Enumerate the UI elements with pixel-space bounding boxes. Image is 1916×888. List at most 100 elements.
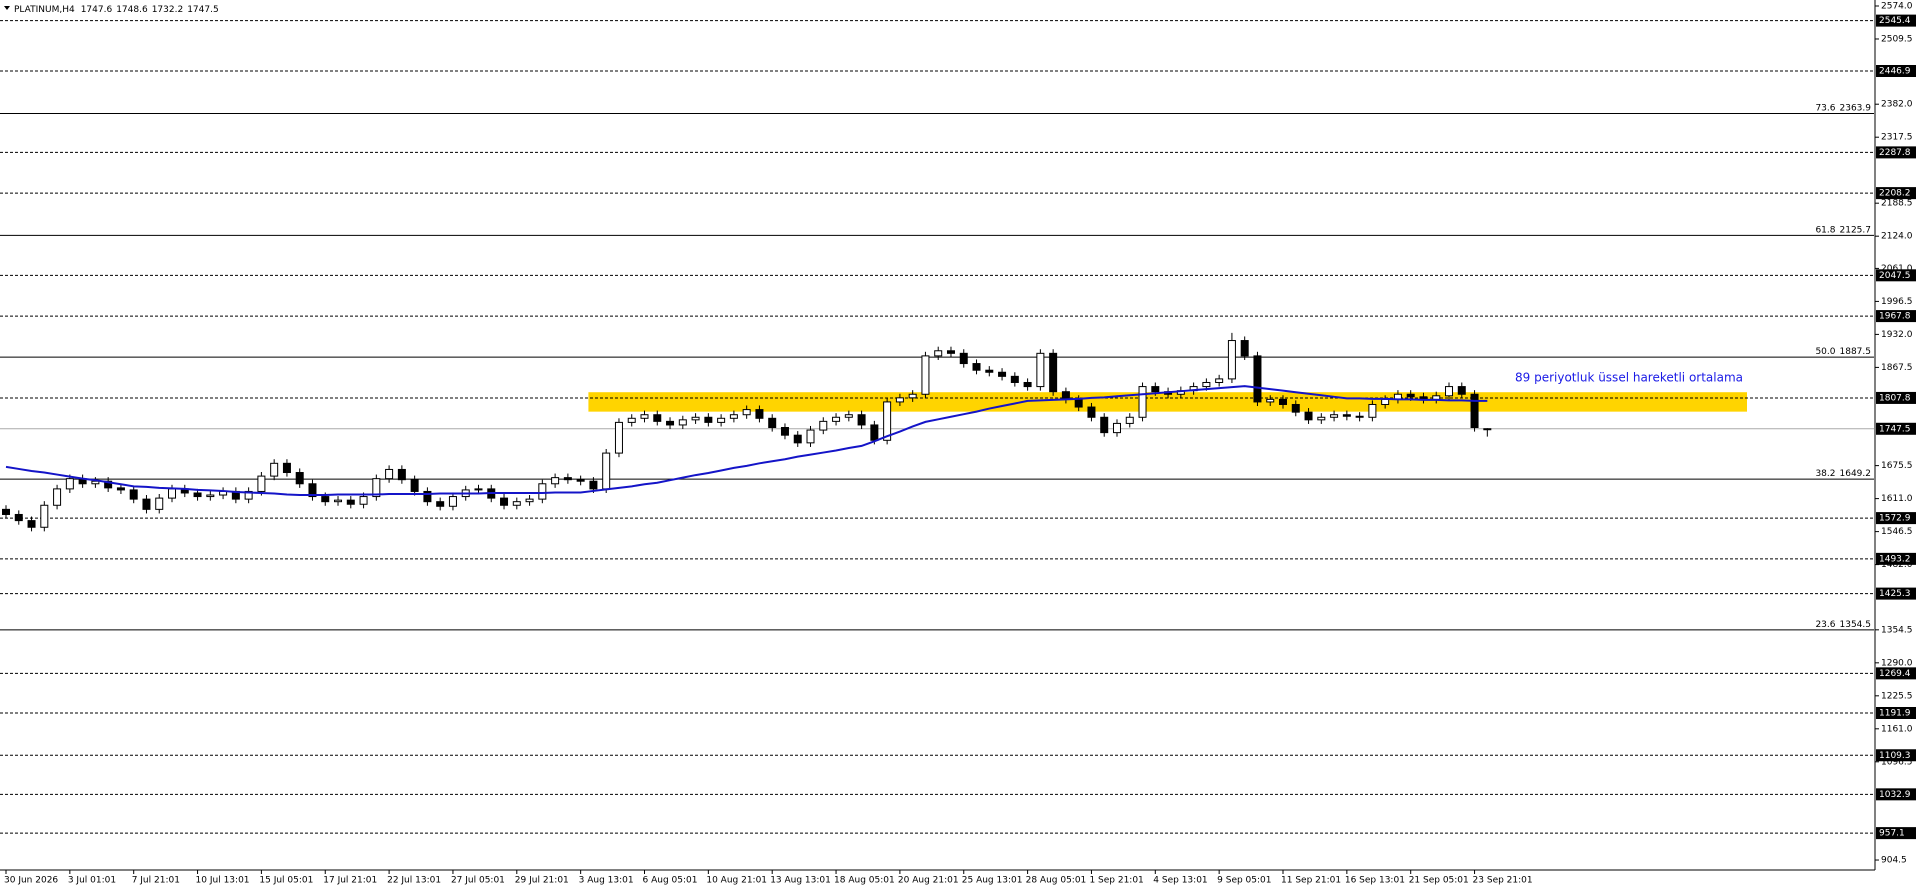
- y-tick-label: 2382.0: [1881, 100, 1913, 110]
- candle-body: [678, 419, 687, 426]
- support-zone: [588, 392, 1748, 412]
- candle-body: [1406, 393, 1415, 398]
- candle-body: [627, 417, 636, 423]
- candle-body: [576, 479, 585, 482]
- candle-body: [168, 488, 177, 499]
- candle-body: [385, 468, 394, 480]
- candle-body: [985, 369, 994, 373]
- level-box: [1876, 391, 1916, 404]
- y-tick-label: 1675.5: [1881, 461, 1913, 471]
- candle-body: [525, 498, 534, 503]
- high-value: 1748.6: [116, 5, 148, 15]
- x-tick-label: 18 Aug 05:01: [834, 876, 895, 886]
- candle-body: [1100, 416, 1109, 434]
- x-tick-label: 1 Sep 21:01: [1089, 876, 1143, 886]
- x-tick-label: 9 Sep 05:01: [1217, 876, 1271, 886]
- candle-body: [1470, 393, 1479, 429]
- y-tick-label: 1546.5: [1881, 527, 1913, 537]
- fib-price: 1649.2: [1840, 469, 1872, 479]
- candle-body: [921, 355, 930, 395]
- level-box: [1876, 667, 1916, 680]
- candle-body: [1445, 386, 1454, 397]
- candle-body: [1074, 398, 1083, 408]
- level-box: [1876, 827, 1916, 840]
- level-label: 1269.4: [1879, 669, 1911, 679]
- candle-body: [602, 452, 611, 490]
- candle-body: [1304, 411, 1313, 421]
- candle-body: [780, 427, 789, 436]
- level-label: 1191.9: [1879, 709, 1911, 719]
- fib-price: 1354.5: [1840, 619, 1872, 629]
- level-box: [1876, 788, 1916, 801]
- candle-body: [934, 350, 943, 357]
- level-label: 2208.2: [1879, 189, 1911, 199]
- candle-body: [359, 496, 368, 505]
- x-tick-label: 3 Jul 01:01: [68, 876, 116, 886]
- candle-body: [768, 417, 777, 429]
- x-tick-label: 21 Sep 05:01: [1409, 876, 1469, 886]
- candle-body: [372, 478, 381, 498]
- candle-body: [819, 420, 828, 431]
- candle-body: [1266, 398, 1275, 403]
- x-tick-label: 17 Jul 21:01: [323, 876, 377, 886]
- y-tick-label: 1482.0: [1881, 560, 1913, 570]
- candle-body: [346, 499, 355, 505]
- level-box: [1876, 187, 1916, 200]
- candle-body: [946, 350, 955, 354]
- level-label: 2446.9: [1879, 67, 1911, 77]
- level-box: [1876, 146, 1916, 159]
- candle-body: [1317, 416, 1326, 421]
- fib-label: 23.6 1354.5: [1815, 619, 1871, 629]
- level-box: [1876, 65, 1916, 78]
- fib-ratio: 61.8: [1815, 225, 1835, 235]
- x-tick-label: 27 Jul 05:01: [451, 876, 505, 886]
- menu-triangle[interactable]: [4, 6, 10, 10]
- candle-body: [1368, 403, 1377, 418]
- candle-body: [244, 490, 253, 500]
- y-tick-label: 1932.0: [1881, 330, 1913, 340]
- candle-body: [857, 414, 866, 426]
- candle-body: [1049, 352, 1058, 393]
- y-tick-label: 1996.5: [1881, 297, 1913, 307]
- candle-body: [1151, 386, 1160, 393]
- level-label: 1032.9: [1879, 790, 1911, 800]
- x-tick-label: 22 Jul 13:01: [387, 876, 441, 886]
- candle-body: [1023, 381, 1032, 388]
- y-tick-label: 1225.5: [1881, 691, 1913, 701]
- x-tick-label: 7 Jul 21:01: [132, 876, 180, 886]
- fib-ratio: 38.2: [1815, 469, 1835, 479]
- x-tick-label: 20 Aug 21:01: [898, 876, 959, 886]
- y-tick-label: 2061.0: [1881, 264, 1913, 274]
- y-tick-label: 2509.5: [1881, 34, 1913, 44]
- candle-body: [1010, 375, 1019, 383]
- moving-average: [5, 385, 1488, 497]
- level-label: 2287.8: [1879, 148, 1911, 158]
- candle-body: [1112, 422, 1121, 434]
- fib-ratio: 73.6: [1815, 103, 1835, 113]
- candle-body: [1253, 355, 1262, 403]
- candle-body: [551, 477, 560, 485]
- candle-body: [589, 480, 598, 490]
- annotation: 89 periyotluk üssel hareketli ortalama: [1515, 371, 1743, 385]
- candle-body: [742, 409, 751, 416]
- fib-label: 38.2 1649.2: [1815, 469, 1871, 479]
- candle-body: [1432, 395, 1441, 400]
- x-tick-label: 10 Jul 13:01: [196, 876, 250, 886]
- candle-body: [1125, 416, 1134, 424]
- candle-body: [844, 414, 853, 418]
- level-label: 1493.2: [1879, 554, 1911, 564]
- candle-body: [295, 472, 304, 485]
- fib-ratio: 50.0: [1815, 347, 1835, 357]
- x-tick-label: 29 Jul 21:01: [515, 876, 569, 886]
- candle-body: [704, 416, 713, 423]
- fib-price: 2363.9: [1840, 103, 1872, 113]
- candle-body: [1215, 378, 1224, 383]
- candle-body: [640, 414, 649, 419]
- candle-body: [448, 496, 457, 507]
- candle-body: [883, 401, 892, 441]
- candle-body: [104, 480, 113, 489]
- candle-body: [1342, 414, 1351, 417]
- candle-body: [729, 414, 738, 419]
- candle-body: [436, 501, 445, 507]
